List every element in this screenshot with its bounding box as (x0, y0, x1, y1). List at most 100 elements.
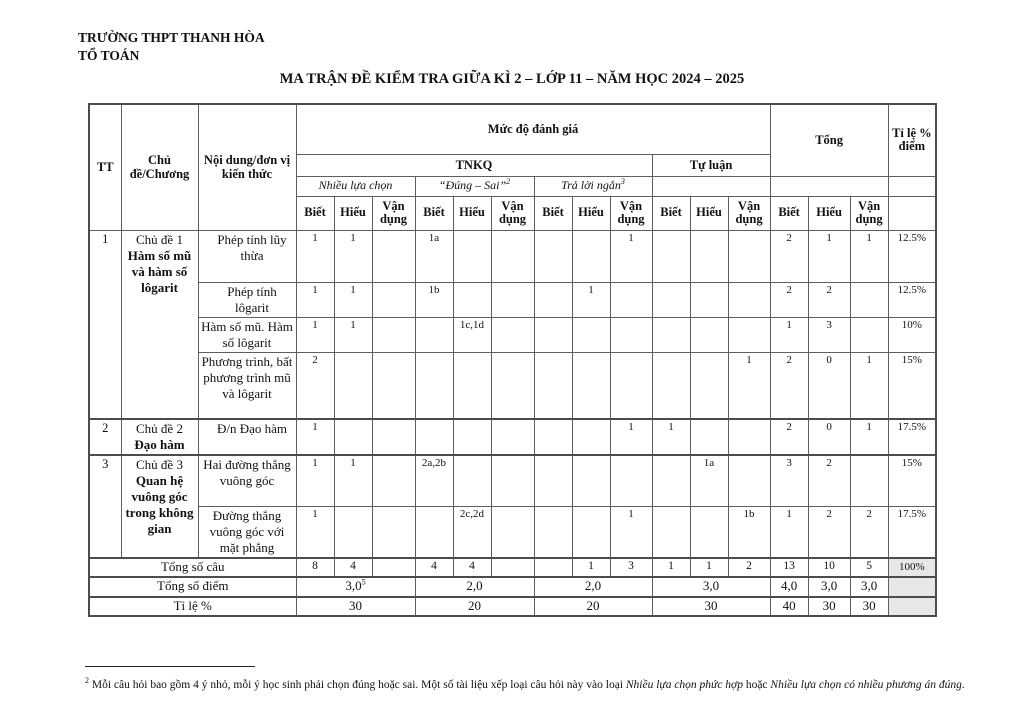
topic-cell: Hai đường thẳng vuông góc (197, 454, 297, 507)
matrix-cell: 17.5% (887, 418, 937, 456)
matrix-cell (609, 281, 653, 318)
matrix-cell (533, 316, 573, 353)
matrix-cell (727, 418, 771, 456)
matrix-cell: 1 (333, 281, 373, 318)
summary-cell: 8 (295, 556, 335, 577)
header-spacer (887, 175, 937, 197)
matrix-cell: 2 (769, 229, 809, 283)
matrix-cell: 2 (807, 505, 851, 558)
matrix-cell (333, 505, 373, 558)
header-spacer (769, 175, 889, 197)
footnote-separator (85, 666, 255, 667)
summary-label-ti-le: Tỉ lệ % (88, 595, 297, 616)
summary-cell: 20 (414, 595, 535, 616)
matrix-cell (371, 281, 416, 318)
footnote-ref: 2 (506, 177, 511, 187)
topic-cell: Phép tính lôgarit (197, 281, 297, 318)
summary-cell: 1 (571, 556, 611, 577)
matrix-cell (727, 281, 771, 318)
matrix-cell: 1 (769, 505, 809, 558)
col-chu-de: Chủ đề/Chương (120, 103, 199, 231)
matrix-cell (490, 351, 535, 420)
matrix-cell (689, 505, 729, 558)
col-muc-do-danh-gia: Mức độ đánh giá (295, 103, 771, 155)
col-tong: Tổng (769, 103, 889, 177)
level-biet: Biết (769, 195, 809, 231)
matrix-cell: 1 (609, 229, 653, 283)
matrix-cell (727, 229, 771, 283)
group-label: Chủ đề 2 Đạo hàm (120, 418, 199, 456)
row-tt: 2 (88, 418, 122, 456)
group-prefix: Chủ đề 1 (136, 231, 183, 247)
matrix-cell: 1 (849, 418, 889, 456)
matrix-cell: 1a (689, 454, 729, 507)
matrix-cell: 0 (807, 351, 851, 420)
matrix-cell: 17.5% (887, 505, 937, 558)
topic-cell: Phương trình, bất phương trình mũ và lôg… (197, 351, 297, 420)
matrix-cell (452, 229, 492, 283)
exam-matrix-table: TT Chủ đề/Chương Nội dung/đơn vị kiến th… (88, 103, 938, 617)
matrix-cell (533, 454, 573, 507)
group-name: Quan hệ vuông góc trong không gian (125, 473, 194, 536)
summary-cell: 4,0 (769, 575, 809, 597)
matrix-cell (452, 454, 492, 507)
col-nhieu-lua-chon: Nhiều lựa chọn (295, 175, 416, 197)
level-hieu: Hiểu (333, 195, 373, 231)
row-tt: 1 (88, 229, 122, 420)
summary-cell: 3,05 (295, 575, 416, 597)
footnote-text: hoặc (742, 679, 771, 691)
level-van-dung: Vận dụng (371, 195, 416, 231)
summary-cell: 1 (651, 556, 691, 577)
summary-cell (490, 556, 535, 577)
matrix-cell: 1 (295, 229, 335, 283)
matrix-cell (609, 351, 653, 420)
summary-cell: 2,0 (533, 575, 653, 597)
matrix-cell: 1a (414, 229, 454, 283)
col-dung-sai: “Đúng – Sai”2 (414, 175, 535, 197)
col-ti-le-diem: Tỉ lệ % điểm (887, 103, 937, 177)
matrix-cell (371, 454, 416, 507)
matrix-cell (414, 505, 454, 558)
page-title: MA TRẬN ĐỀ KIỂM TRA GIỮA KÌ 2 – LỚP 11 –… (279, 71, 745, 87)
matrix-cell: 15% (887, 454, 937, 507)
matrix-cell (609, 316, 653, 353)
summary-cell: 4 (333, 556, 373, 577)
level-biet: Biết (414, 195, 454, 231)
matrix-cell: 2 (807, 281, 851, 318)
level-van-dung: Vận dụng (849, 195, 889, 231)
matrix-cell (689, 351, 729, 420)
group-name: Đạo hàm (134, 437, 185, 452)
matrix-cell: 1 (295, 281, 335, 318)
matrix-cell (651, 505, 691, 558)
topic-cell: Đ/n Đạo hàm (197, 418, 297, 456)
topic-cell: Đường thẳng vuông góc với mặt phẳng (197, 505, 297, 558)
matrix-cell: 1 (295, 316, 335, 353)
matrix-cell: 2 (295, 351, 335, 420)
matrix-cell (533, 229, 573, 283)
matrix-cell (490, 229, 535, 283)
footnote-marker: 2 (85, 676, 89, 686)
matrix-cell (689, 281, 729, 318)
matrix-cell: 1 (849, 351, 889, 420)
matrix-cell (651, 281, 691, 318)
matrix-cell (651, 454, 691, 507)
matrix-cell (533, 505, 573, 558)
summary-cell: 3,0 (651, 575, 771, 597)
matrix-cell (689, 418, 729, 456)
matrix-cell (414, 351, 454, 420)
header-spacer (651, 175, 771, 197)
level-biet: Biết (295, 195, 335, 231)
summary-cell: 30 (295, 595, 416, 616)
matrix-cell: 1b (414, 281, 454, 318)
letterhead: TRƯỜNG THPT THANH HÒA TỔ TOÁN (78, 29, 265, 65)
matrix-cell (571, 418, 611, 456)
matrix-cell (571, 505, 611, 558)
level-hieu: Hiểu (689, 195, 729, 231)
matrix-cell: 1 (769, 316, 809, 353)
summary-cell (371, 556, 416, 577)
matrix-cell (533, 351, 573, 420)
matrix-cell (490, 281, 535, 318)
col-dung-sai-label: “Đúng – Sai” (438, 178, 507, 193)
matrix-cell (490, 316, 535, 353)
matrix-cell (371, 351, 416, 420)
